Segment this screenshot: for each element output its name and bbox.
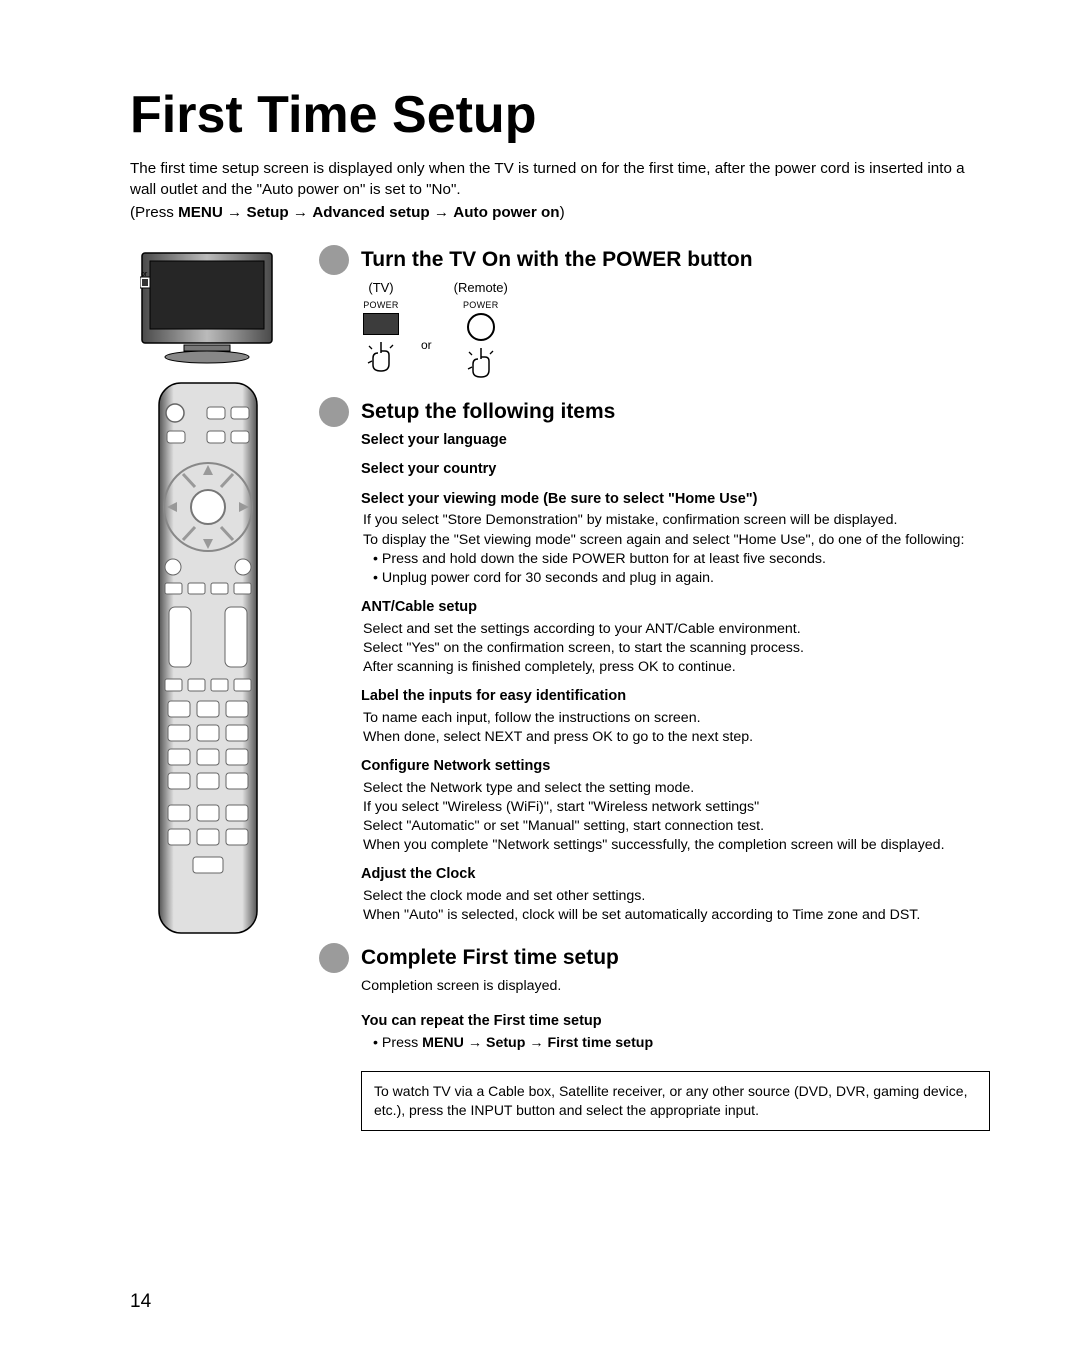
intro-text: The first time setup screen is displayed… [130,159,990,200]
tv-power-button-icon [363,313,399,335]
viewmode-bullet: • Press and hold down the side POWER but… [363,550,990,569]
viewmode-bullet: • Unplug power cord for 30 seconds and p… [363,569,990,588]
step-2-content: Select your language Select your country… [361,431,990,926]
step-3-content: Completion screen is displayed. You can … [361,977,990,1131]
step-3-heading: Complete First time setup [361,943,619,970]
network-line: If you select "Wireless (WiFi)", start "… [363,798,990,817]
remote-power-col: (Remote) POWER [454,279,508,379]
viewmode-line: To display the "Set viewing mode" screen… [363,531,990,550]
repeat-title: You can repeat the First time setup [361,1012,990,1032]
label-inputs-title: Label the inputs for easy identification [361,687,990,707]
step-1-heading: Turn the TV On with the POWER button [361,245,753,272]
select-country-title: Select your country [361,460,990,480]
network-title: Configure Network settings [361,757,990,777]
network-line: Select the Network type and select the s… [363,779,990,798]
menu-word: Auto power on [453,204,559,221]
label-inputs-line: When done, select NEXT and press OK to g… [363,728,990,747]
repeat-sep: → [525,1035,547,1051]
tv-power-col: (TV) POWER [363,279,399,373]
clock-title: Adjust the Clock [361,865,990,885]
label-inputs-line: To name each input, follow the instructi… [363,709,990,728]
repeat-word: MENU [422,1035,464,1051]
ant-line: After scanning is finished completely, p… [363,658,990,677]
ant-title: ANT/Cable setup [361,598,990,618]
repeat-word: First time setup [547,1035,653,1051]
step-circle-icon [319,943,349,973]
power-label: POWER [363,299,399,311]
menu-suffix: ) [560,204,565,221]
ant-line: Select and set the settings according to… [363,620,990,639]
menu-word: Setup [246,204,288,221]
clock-line: When "Auto" is selected, clock will be s… [363,906,990,925]
repeat-prefix: • Press [373,1035,422,1051]
menu-sep: → [289,204,313,221]
power-label: POWER [454,299,508,311]
page-title: First Time Setup [130,85,990,145]
remote-label: (Remote) [454,279,508,297]
select-language-title: Select your language [361,431,990,451]
step-2-row: Setup the following items [319,397,990,427]
menu-sep: → [223,204,247,221]
step-circle-icon [319,397,349,427]
svg-text:or: or [141,271,148,278]
step-3-row: Complete First time setup [319,943,990,973]
clock-line: Select the clock mode and set other sett… [363,887,990,906]
menu-sep: → [430,204,454,221]
step-circle-icon [319,245,349,275]
repeat-line: • Press MENU → Setup → First time setup [363,1035,653,1051]
viewmode-title: Select your viewing mode (Be sure to sel… [361,490,990,510]
illustration-column: or [130,245,285,939]
menu-word: Advanced setup [312,204,429,221]
viewmode-line: If you select "Store Demonstration" by m… [363,511,990,530]
hand-icon [366,339,396,373]
menu-prefix: (Press [130,204,178,221]
network-line: When you complete "Network settings" suc… [363,836,990,855]
or-label: or [421,337,432,353]
hand-icon [466,345,496,379]
completion-line: Completion screen is displayed. [361,977,990,996]
step-1-row: Turn the TV On with the POWER button [319,245,990,275]
menu-path: (Press MENU → Setup → Advanced setup → A… [130,204,990,221]
menu-word: MENU [178,204,223,221]
remote-icon [153,379,263,939]
tv-icon: or [140,245,275,365]
step-2-heading: Setup the following items [361,397,615,424]
step-1-content: (TV) POWER or (Remote) POWER [361,279,990,379]
network-line: Select "Automatic" or set "Manual" setti… [363,817,990,836]
note-box: To watch TV via a Cable box, Satellite r… [361,1071,990,1131]
repeat-sep: → [464,1035,486,1051]
remote-power-button-icon [467,313,495,341]
ant-line: Select "Yes" on the confirmation screen,… [363,639,990,658]
page-number: 14 [130,1291,151,1313]
repeat-word: Setup [486,1035,525,1051]
tv-label: (TV) [363,279,399,297]
